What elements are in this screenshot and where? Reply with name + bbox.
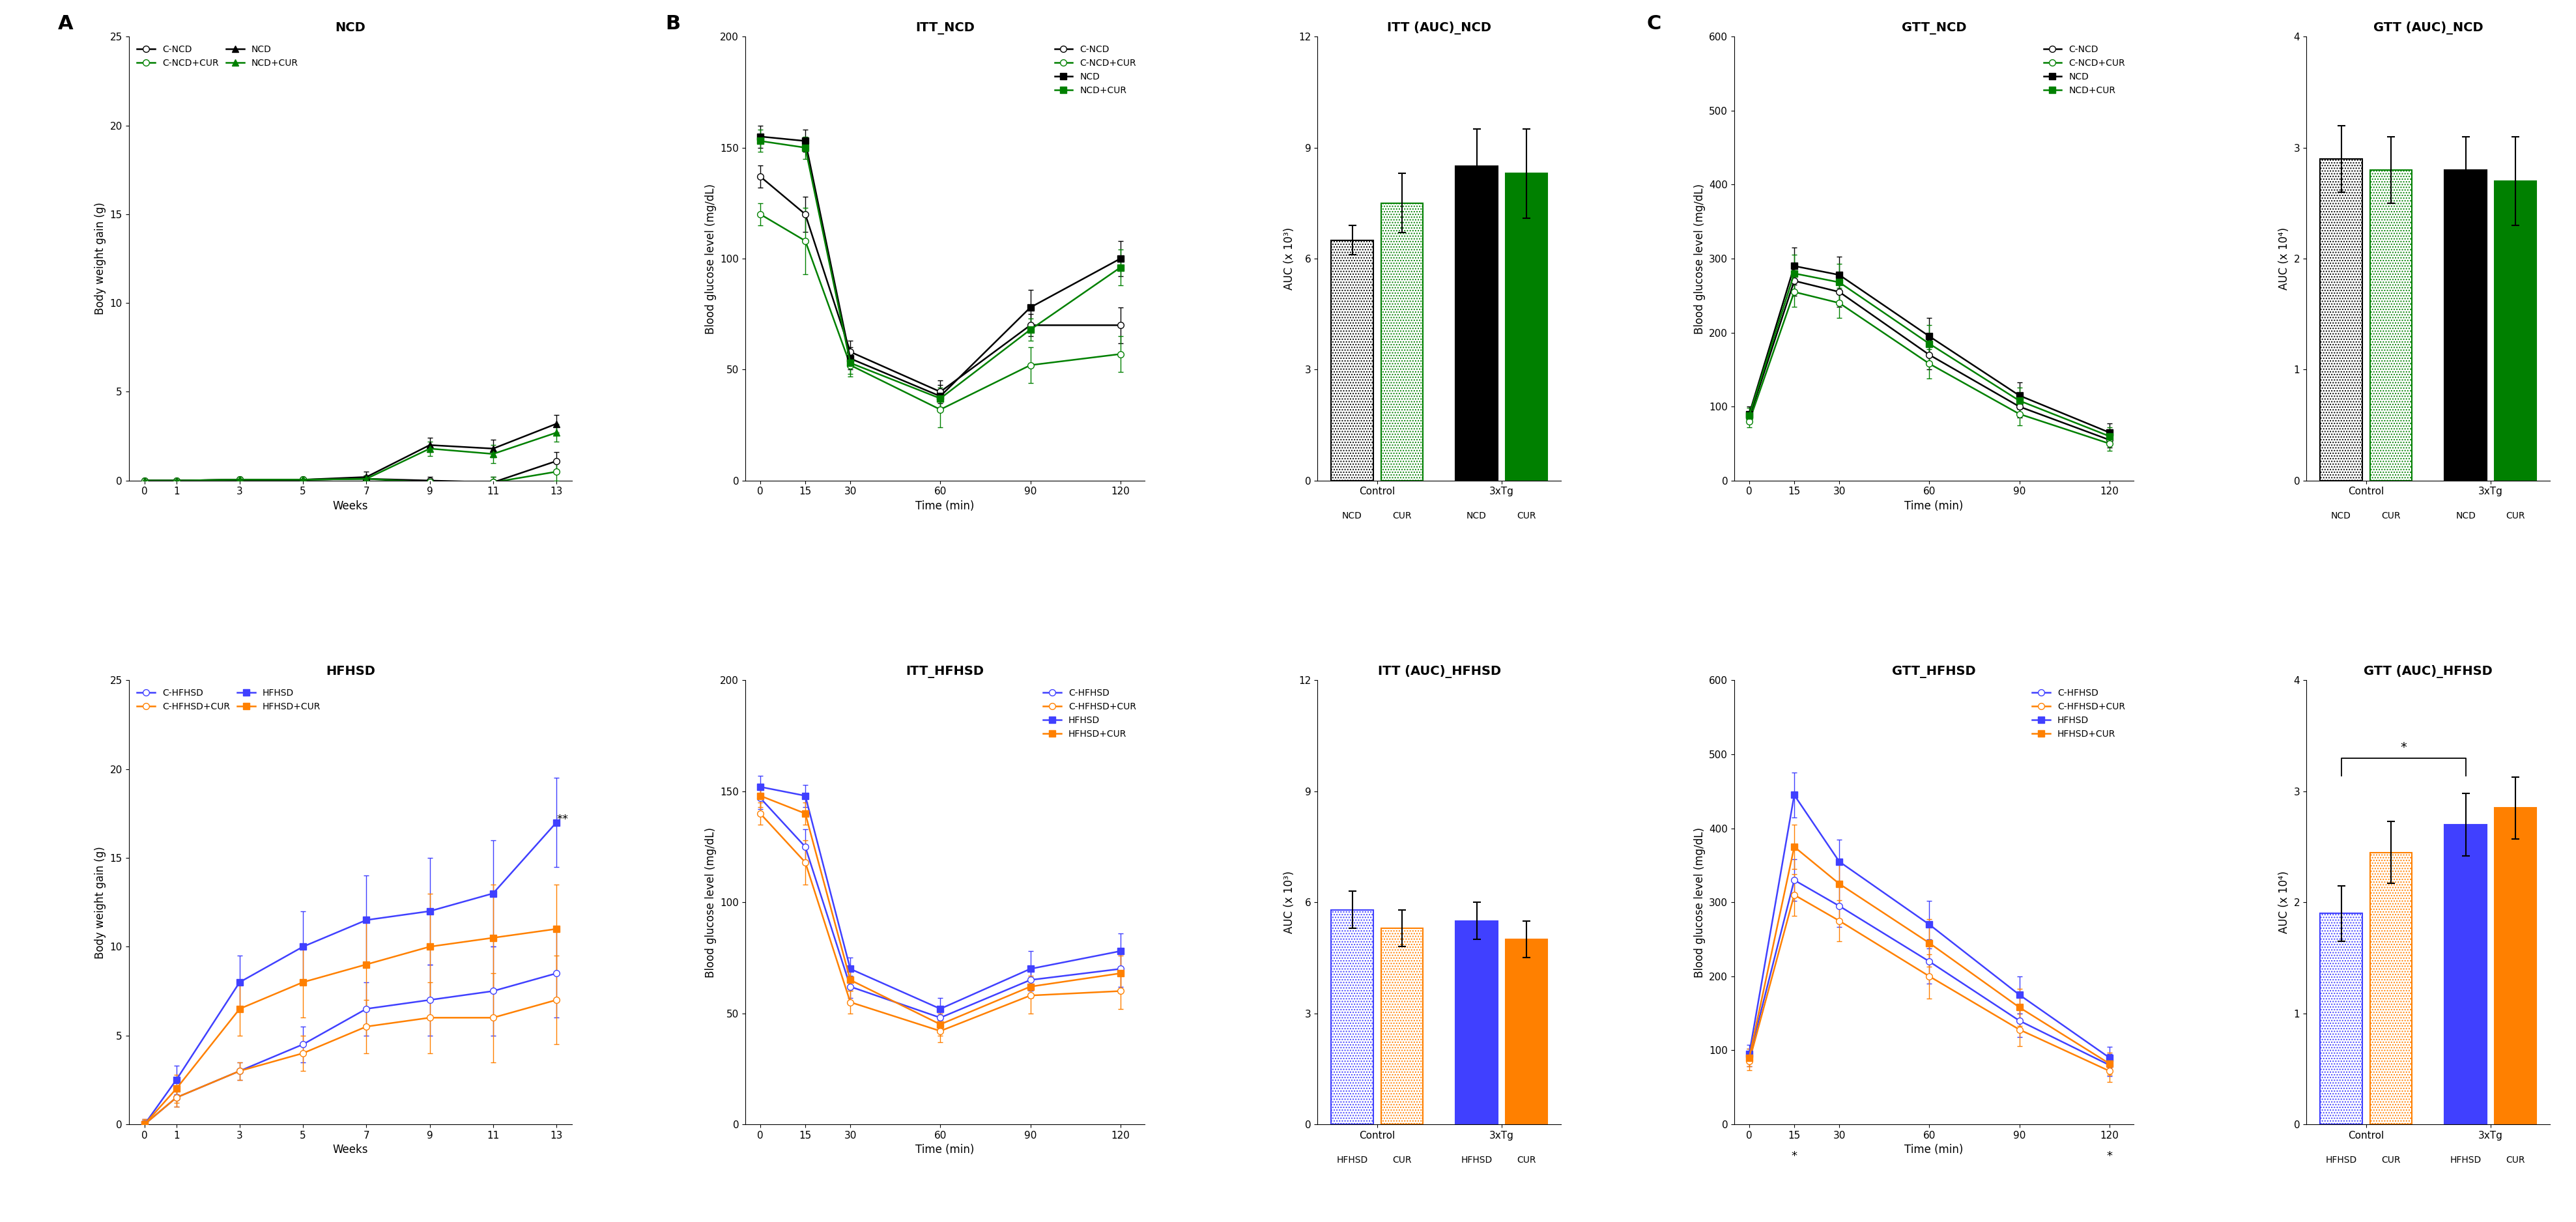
Text: HFHSD: HFHSD — [2326, 1155, 2357, 1165]
Y-axis label: AUC (x 10³): AUC (x 10³) — [1283, 871, 1296, 934]
Text: NCD: NCD — [2331, 512, 2352, 521]
Y-axis label: AUC (x 10⁴): AUC (x 10⁴) — [2277, 871, 2290, 934]
X-axis label: Time (min): Time (min) — [914, 1144, 974, 1156]
Text: **: ** — [556, 814, 569, 825]
Text: NCD: NCD — [2455, 512, 2476, 521]
X-axis label: Weeks: Weeks — [332, 500, 368, 512]
Legend: C-NCD, C-NCD+CUR, NCD, NCD+CUR: C-NCD, C-NCD+CUR, NCD, NCD+CUR — [1051, 42, 1139, 99]
X-axis label: Time (min): Time (min) — [914, 500, 974, 512]
Bar — [1455, 166, 1497, 480]
Legend: C-NCD, C-NCD+CUR, NCD, NCD+CUR: C-NCD, C-NCD+CUR, NCD, NCD+CUR — [2040, 42, 2128, 99]
Y-axis label: AUC (x 10⁴): AUC (x 10⁴) — [2277, 227, 2290, 290]
Title: GTT (AUC)_NCD: GTT (AUC)_NCD — [2372, 22, 2483, 34]
Bar — [2494, 808, 2537, 1124]
Legend: C-NCD, C-NCD+CUR, NCD, NCD+CUR: C-NCD, C-NCD+CUR, NCD, NCD+CUR — [134, 42, 301, 71]
Text: *: * — [2107, 1151, 2112, 1162]
X-axis label: Time (min): Time (min) — [1904, 500, 1963, 512]
Text: HFHSD: HFHSD — [1337, 1155, 1368, 1165]
Text: C: C — [1646, 15, 1662, 33]
Bar — [2321, 913, 2362, 1124]
Bar — [2321, 159, 2362, 480]
Text: CUR: CUR — [2380, 1155, 2401, 1165]
Bar — [1381, 929, 1422, 1124]
Title: HFHSD: HFHSD — [325, 665, 376, 677]
Text: NCD: NCD — [1466, 512, 1486, 521]
Text: NCD: NCD — [1342, 512, 1363, 521]
Bar — [1504, 940, 1548, 1124]
Bar — [2445, 170, 2486, 480]
Y-axis label: Blood glucose level (mg/dL): Blood glucose level (mg/dL) — [706, 827, 716, 978]
Y-axis label: Body weight gain (g): Body weight gain (g) — [95, 846, 106, 958]
Bar — [2445, 825, 2486, 1124]
Bar — [2494, 181, 2537, 480]
Y-axis label: AUC (x 10³): AUC (x 10³) — [1283, 227, 1296, 290]
Text: CUR: CUR — [1517, 512, 1535, 521]
Title: ITT_NCD: ITT_NCD — [914, 22, 974, 34]
Text: CUR: CUR — [2506, 512, 2524, 521]
Text: *: * — [2401, 742, 2406, 754]
Text: CUR: CUR — [2380, 512, 2401, 521]
Title: ITT_HFHSD: ITT_HFHSD — [907, 666, 984, 678]
Title: GTT_HFHSD: GTT_HFHSD — [1891, 666, 1976, 678]
Title: ITT (AUC)_NCD: ITT (AUC)_NCD — [1388, 22, 1492, 34]
Bar — [1381, 203, 1422, 480]
Bar — [1455, 921, 1497, 1124]
Y-axis label: Blood glucose level (mg/dL): Blood glucose level (mg/dL) — [1692, 827, 1705, 978]
Bar — [2370, 170, 2411, 480]
Title: GTT (AUC)_HFHSD: GTT (AUC)_HFHSD — [2365, 665, 2494, 678]
Y-axis label: Body weight gain (g): Body weight gain (g) — [95, 203, 106, 315]
Title: NCD: NCD — [335, 22, 366, 34]
Bar — [2370, 853, 2411, 1124]
Text: CUR: CUR — [1394, 512, 1412, 521]
Text: CUR: CUR — [1394, 1155, 1412, 1165]
Y-axis label: Blood glucose level (mg/dL): Blood glucose level (mg/dL) — [1692, 183, 1705, 334]
X-axis label: Weeks: Weeks — [332, 1144, 368, 1156]
Text: CUR: CUR — [1517, 1155, 1535, 1165]
Text: HFHSD: HFHSD — [2450, 1155, 2481, 1165]
X-axis label: Time (min): Time (min) — [1904, 1144, 1963, 1156]
Title: GTT_NCD: GTT_NCD — [1901, 22, 1965, 34]
Text: *: * — [1790, 1151, 1798, 1162]
Bar — [1332, 909, 1373, 1124]
Legend: C-HFHSD, C-HFHSD+CUR, HFHSD, HFHSD+CUR: C-HFHSD, C-HFHSD+CUR, HFHSD, HFHSD+CUR — [134, 684, 325, 715]
Text: CUR: CUR — [2506, 1155, 2524, 1165]
Text: B: B — [665, 15, 680, 33]
Legend: C-HFHSD, C-HFHSD+CUR, HFHSD, HFHSD+CUR: C-HFHSD, C-HFHSD+CUR, HFHSD, HFHSD+CUR — [2027, 684, 2128, 742]
Legend: C-HFHSD, C-HFHSD+CUR, HFHSD, HFHSD+CUR: C-HFHSD, C-HFHSD+CUR, HFHSD, HFHSD+CUR — [1041, 684, 1139, 742]
Text: A: A — [57, 15, 72, 33]
Bar — [1504, 174, 1548, 480]
Text: HFHSD: HFHSD — [1461, 1155, 1492, 1165]
Title: ITT (AUC)_HFHSD: ITT (AUC)_HFHSD — [1378, 665, 1502, 678]
Y-axis label: Blood glucose level (mg/dL): Blood glucose level (mg/dL) — [706, 183, 716, 334]
Bar — [1332, 240, 1373, 480]
